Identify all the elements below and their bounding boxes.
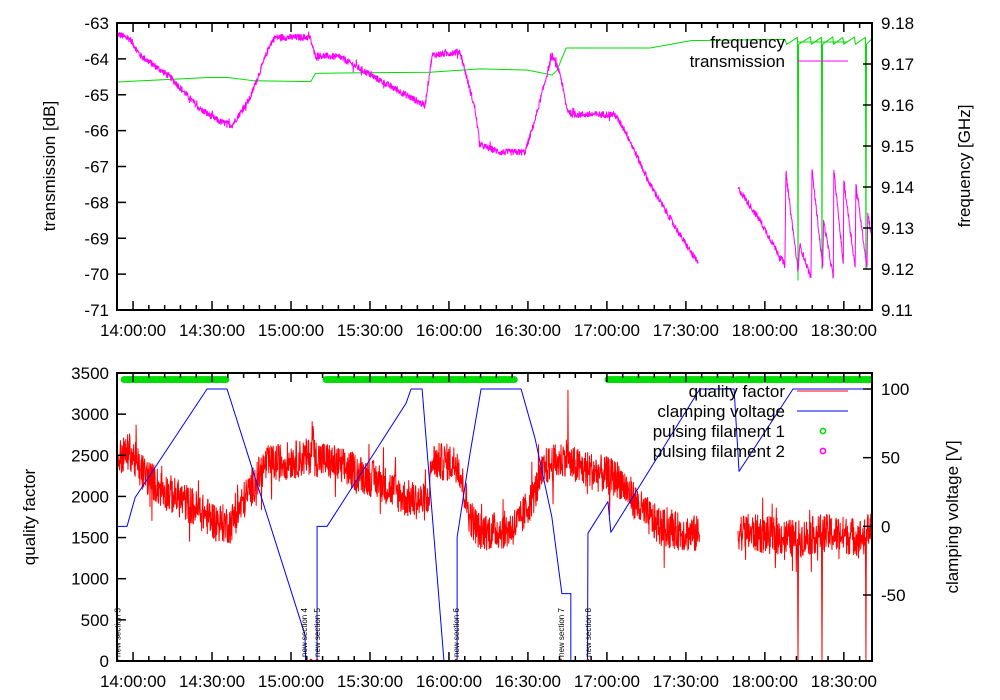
section-label: new section 8 (584, 608, 593, 657)
x-tick-label: 16:30:00 (495, 672, 561, 691)
x-tick-label: 14:30:00 (179, 672, 245, 691)
pulsing-filament-1-point (510, 376, 518, 383)
y-tick-label: -66 (84, 122, 109, 141)
quality-factor-line (117, 389, 701, 569)
y-tick-label: -69 (84, 229, 109, 248)
y-tick-label: -67 (84, 158, 109, 177)
x-tick-label: 15:30:00 (337, 672, 403, 691)
legend-label: quality factor (689, 382, 786, 401)
y-tick-label: 2000 (71, 487, 109, 506)
legend-label: frequency (710, 33, 785, 52)
y2-tick-label: 9.18 (881, 14, 914, 33)
y2-tick-label: -50 (881, 586, 906, 605)
x-tick-label: 16:00:00 (416, 672, 482, 691)
x-tick-label: 18:30:00 (811, 672, 877, 691)
x-tick-label: 17:00:00 (574, 321, 640, 340)
y2-tick-label: 0 (881, 517, 890, 536)
y-tick-label: 2500 (71, 446, 109, 465)
frequency-line (117, 36, 872, 281)
y-tick-label: -68 (84, 193, 109, 212)
plot-frame (116, 372, 873, 662)
transmission-line (737, 186, 786, 269)
x-tick-label: 15:00:00 (258, 672, 324, 691)
y-tick-label: -63 (84, 14, 109, 33)
x-tick-label: 17:30:00 (653, 672, 719, 691)
quality-factor-line (737, 497, 872, 661)
y2-tick-label: 100 (881, 380, 909, 399)
x-tick-label: 14:30:00 (179, 321, 245, 340)
pulsing-filament-1-point (222, 376, 230, 383)
legend-label: pulsing filament 1 (653, 422, 785, 441)
legend-label: clamping voltage (657, 402, 785, 421)
y2-tick-label: 9.17 (881, 55, 914, 74)
legend-label: pulsing filament 2 (653, 442, 785, 461)
y-axis-title: quality factor (20, 468, 39, 565)
y-tick-label: -71 (84, 301, 109, 320)
x-tick-label: 18:30:00 (811, 321, 877, 340)
x-tick-label: 16:00:00 (416, 321, 482, 340)
legend-label: transmission (690, 52, 785, 71)
section-label: new section 5 (313, 608, 322, 657)
y-tick-label: 1000 (71, 570, 109, 589)
y-tick-label: 1500 (71, 529, 109, 548)
x-tick-label: 15:30:00 (337, 321, 403, 340)
y-tick-label: 3000 (71, 405, 109, 424)
y-tick-label: 500 (81, 611, 109, 630)
y2-tick-label: 9.11 (881, 301, 913, 320)
y2-axis-title: frequency [GHz] (955, 105, 974, 228)
section-label: new section 7 (557, 608, 566, 657)
y-tick-label: -65 (84, 86, 109, 105)
clamping-voltage-line (117, 388, 872, 661)
y2-tick-label: 9.14 (881, 178, 914, 197)
y-axis-title: transmission [dB] (40, 101, 59, 231)
y-tick-label: 0 (100, 652, 109, 671)
series-layer (117, 376, 872, 661)
transmission-line (784, 169, 872, 279)
x-tick-label: 15:00:00 (258, 321, 324, 340)
y2-tick-label: 50 (881, 449, 900, 468)
y-tick-label: 3500 (71, 364, 109, 383)
x-tick-label: 18:00:00 (732, 321, 798, 340)
x-tick-label: 18:00:00 (732, 672, 798, 691)
section-label: new section 4 (300, 608, 309, 657)
y2-tick-label: 9.13 (881, 219, 914, 238)
x-tick-label: 16:30:00 (495, 321, 561, 340)
x-tick-label: 14:00:00 (100, 672, 166, 691)
section-label: new section 6 (452, 608, 461, 657)
pulsing-filament-1-point (868, 376, 872, 383)
y2-tick-label: 9.16 (881, 96, 914, 115)
pulsing-filament-1-points (120, 376, 872, 383)
transmission-frequency-plot: 14:00:00 14:30:00 15:00:00 15:30:00 16:00:00… (40, 14, 974, 340)
y-tick-label: -70 (84, 265, 109, 284)
y2-tick-label: 9.12 (881, 260, 914, 279)
legend-marker (819, 427, 827, 435)
y2-axis-title: clamping voltage [V] (943, 440, 962, 593)
legend-marker (819, 447, 827, 455)
x-tick-label: 17:30:00 (653, 321, 719, 340)
y-tick-label: -64 (84, 50, 109, 69)
x-tick-label: 17:00:00 (574, 672, 640, 691)
y2-tick-label: 9.15 (881, 137, 914, 156)
x-tick-label: 14:00:00 (100, 321, 166, 340)
transmission-line (117, 31, 699, 264)
